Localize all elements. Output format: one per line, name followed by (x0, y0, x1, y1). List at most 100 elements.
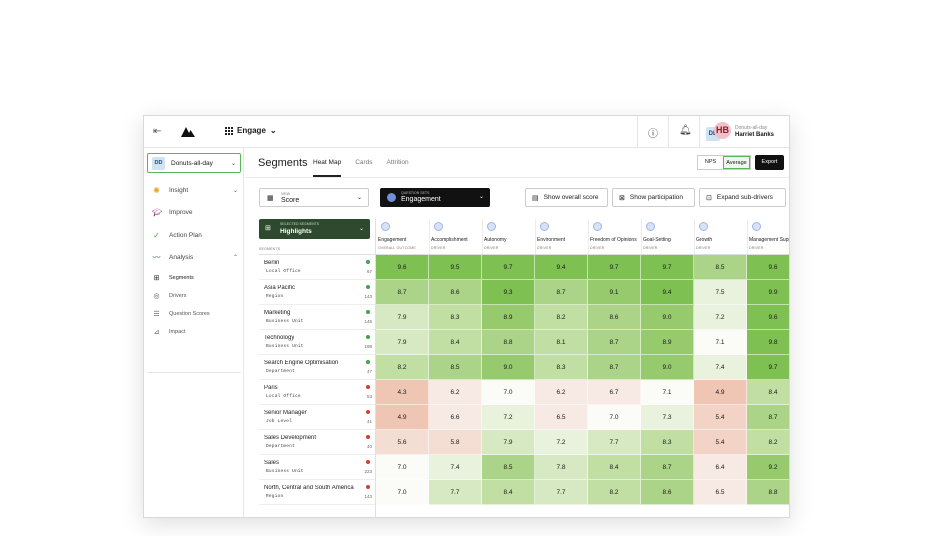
heat-cell[interactable]: 9.4 (641, 280, 694, 305)
collapse-sidebar-icon[interactable]: ⇤ (153, 126, 162, 137)
heat-cell[interactable]: 7.0 (376, 480, 429, 505)
heat-cell[interactable]: 9.0 (641, 305, 694, 330)
table-row[interactable]: Search Engine Optimisation Department 47 (259, 355, 375, 380)
heat-cell[interactable]: 8.2 (376, 355, 429, 380)
column-header[interactable]: Freedom of Opinions DRIVER (588, 219, 641, 255)
selected-segments-select[interactable]: ⊞ SELECTED SEGMENTS Highlights ⌄ (259, 219, 370, 239)
heat-cell[interactable]: 7.2 (482, 405, 535, 430)
org-selector[interactable]: DD Donuts-all-day ⌄ (147, 153, 241, 173)
heat-cell[interactable]: 6.6 (429, 405, 482, 430)
heat-cell[interactable]: 9.7 (641, 255, 694, 280)
heat-cell[interactable]: 6.5 (535, 405, 588, 430)
heat-cell[interactable]: 5.4 (694, 405, 747, 430)
heat-cell[interactable]: 8.9 (641, 330, 694, 355)
heat-cell[interactable]: 7.0 (376, 455, 429, 480)
expand-sub-drivers-button[interactable]: ⊡ Expand sub-drivers (699, 188, 786, 207)
heat-cell[interactable]: 8.7 (747, 405, 789, 430)
heat-cell[interactable]: 8.3 (641, 430, 694, 455)
table-row[interactable]: Technology Business Unit 198 (259, 330, 375, 355)
heat-cell[interactable]: 7.0 (482, 380, 535, 405)
heat-cell[interactable]: 9.1 (588, 280, 641, 305)
table-row[interactable]: Senior Manager Job Level 41 (259, 405, 375, 430)
table-row[interactable]: Sales Development Department 40 (259, 430, 375, 455)
toggle-average[interactable]: Average (723, 156, 750, 169)
column-header[interactable]: Accomplishment DRIVER (429, 219, 482, 255)
column-header[interactable]: Management Support DRIVER (747, 219, 789, 255)
product-switcher[interactable]: Engage ⌄ (225, 126, 277, 135)
heat-cell[interactable]: 8.7 (588, 330, 641, 355)
table-row[interactable]: North, Central and South America Region 14… (259, 480, 375, 505)
heat-cell[interactable]: 7.7 (535, 480, 588, 505)
tab-attrition[interactable]: Attrition (386, 159, 409, 166)
heat-cell[interactable]: 9.7 (482, 255, 535, 280)
heat-cell[interactable]: 6.4 (694, 455, 747, 480)
sidebar-item-analysis[interactable]: 〰 Analysis ⌃ (144, 247, 244, 270)
heat-cell[interactable]: 7.0 (588, 405, 641, 430)
heat-cell[interactable]: 7.9 (376, 305, 429, 330)
heat-cell[interactable]: 4.3 (376, 380, 429, 405)
sidebar-subitem-impact[interactable]: ⊿ Impact (144, 323, 244, 341)
export-button[interactable]: Export (755, 155, 784, 170)
heat-cell[interactable]: 9.0 (482, 355, 535, 380)
sidebar-item-action-plan[interactable]: ✓ Action Plan (144, 224, 244, 247)
heat-cell[interactable]: 7.4 (694, 355, 747, 380)
heat-cell[interactable]: 8.4 (482, 480, 535, 505)
heat-cell[interactable]: 4.9 (694, 380, 747, 405)
heat-cell[interactable]: 9.9 (747, 280, 789, 305)
sidebar-subitem-drivers[interactable]: ◎ Drivers (144, 287, 244, 305)
heat-cell[interactable]: 9.7 (747, 355, 789, 380)
heat-cell[interactable]: 9.2 (747, 455, 789, 480)
heat-cell[interactable]: 6.2 (535, 380, 588, 405)
heat-cell[interactable]: 7.1 (694, 330, 747, 355)
heat-cell[interactable]: 8.4 (747, 380, 789, 405)
tab-heat-map[interactable]: Heat Map (313, 159, 342, 177)
show-overall-score-button[interactable]: ▤ Show overall score (525, 188, 608, 207)
heat-cell[interactable]: 8.3 (429, 305, 482, 330)
heat-cell[interactable]: 8.6 (429, 280, 482, 305)
column-header[interactable]: Engagement OVERALL OUTCOME (376, 219, 429, 255)
heat-cell[interactable]: 7.4 (429, 455, 482, 480)
heat-cell[interactable]: 8.8 (747, 480, 789, 505)
sidebar-item-improve[interactable]: 🎓︎ Improve (144, 202, 244, 225)
heat-cell[interactable]: 7.8 (535, 455, 588, 480)
heat-cell[interactable]: 8.2 (747, 430, 789, 455)
heat-cell[interactable]: 7.9 (376, 330, 429, 355)
heat-cell[interactable]: 4.9 (376, 405, 429, 430)
heat-cell[interactable]: 8.6 (641, 480, 694, 505)
heat-cell[interactable]: 7.7 (429, 480, 482, 505)
view-select[interactable]: ▦ VIEW Score ⌄ (259, 188, 369, 207)
heat-cell[interactable]: 5.8 (429, 430, 482, 455)
column-header[interactable]: Growth DRIVER (694, 219, 747, 255)
heat-cell[interactable]: 5.4 (694, 430, 747, 455)
heat-cell[interactable]: 8.8 (482, 330, 535, 355)
heat-cell[interactable]: 7.9 (482, 430, 535, 455)
heat-cell[interactable]: 9.3 (482, 280, 535, 305)
heat-cell[interactable]: 8.7 (376, 280, 429, 305)
column-header[interactable]: Autonomy DRIVER (482, 219, 535, 255)
heat-cell[interactable]: 8.4 (588, 455, 641, 480)
table-row[interactable]: Sales Business Unit 223 (259, 455, 375, 480)
heat-cell[interactable]: 8.7 (641, 455, 694, 480)
heat-cell[interactable]: 6.7 (588, 380, 641, 405)
heat-cell[interactable]: 8.3 (535, 355, 588, 380)
column-header[interactable]: Goal-Setting DRIVER (641, 219, 694, 255)
heat-cell[interactable]: 7.2 (694, 305, 747, 330)
heat-cell[interactable]: 8.5 (482, 455, 535, 480)
heat-cell[interactable]: 7.2 (535, 430, 588, 455)
heat-cell[interactable]: 8.2 (588, 480, 641, 505)
heat-cell[interactable]: 9.7 (588, 255, 641, 280)
sidebar-item-insight[interactable]: ✺ Insight ⌄ (144, 179, 244, 202)
heat-cell[interactable]: 7.3 (641, 405, 694, 430)
heat-cell[interactable]: 6.5 (694, 480, 747, 505)
sidebar-subitem-question-scores[interactable]: ☰ Question Scores (144, 305, 244, 323)
heat-cell[interactable]: 8.7 (588, 355, 641, 380)
heat-cell[interactable]: 8.9 (482, 305, 535, 330)
heat-cell[interactable]: 9.8 (747, 330, 789, 355)
help-icon[interactable]: ⓘ (648, 129, 658, 140)
table-row[interactable]: Paris Local Office 53 (259, 380, 375, 405)
heat-cell[interactable]: 9.5 (429, 255, 482, 280)
question-sets-select[interactable]: QUESTION SETS Engagement ⌄ (380, 188, 490, 207)
column-header[interactable]: Environment DRIVER (535, 219, 588, 255)
bell-icon[interactable]: 🔔︎ (679, 125, 692, 136)
heat-cell[interactable]: 8.6 (588, 305, 641, 330)
